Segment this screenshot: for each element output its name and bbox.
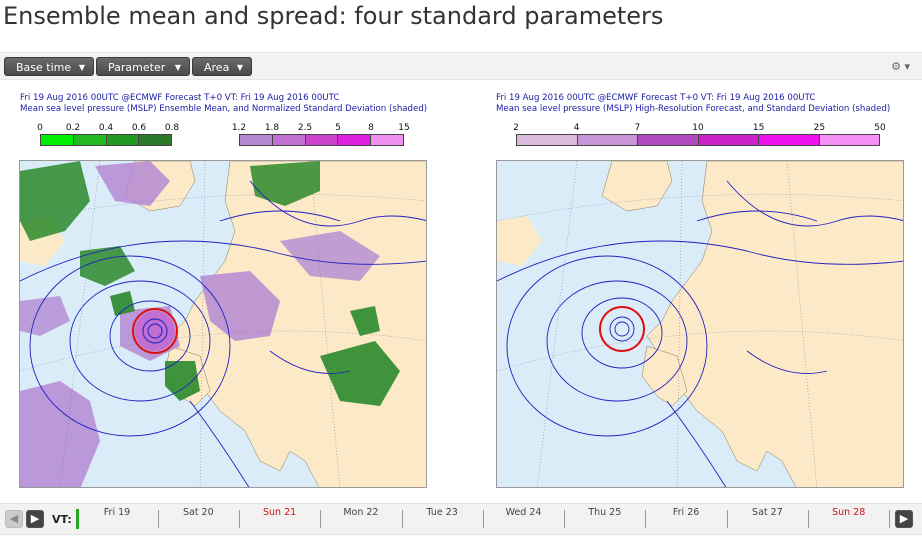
- timeline-day-label[interactable]: Thu 25: [588, 507, 622, 518]
- legend-swatch: [240, 135, 273, 145]
- green-legend-bar: [40, 134, 172, 146]
- legend-swatch: [272, 135, 306, 145]
- chevron-left-icon[interactable]: ◀: [5, 510, 23, 528]
- timeline-day-label[interactable]: Wed 24: [505, 507, 542, 518]
- timeline-day-label[interactable]: Sat 20: [182, 507, 214, 518]
- legend-swatch: [517, 135, 578, 145]
- hres-forecast-panel: Fri 19 Aug 2016 00UTC @ECMWF Forecast T+…: [476, 80, 922, 500]
- hres-legend-bar: [516, 134, 880, 146]
- legend-tick-label: 2.5: [297, 123, 313, 133]
- legend-swatch: [106, 135, 140, 145]
- panel-header-line1: Fri 19 Aug 2016 00UTC @ECMWF Forecast T+…: [20, 93, 340, 103]
- legend-swatch: [305, 135, 339, 145]
- caret-down-icon: ▼: [78, 63, 85, 72]
- ensemble-mean-panel: Fri 19 Aug 2016 00UTC @ECMWF Forecast T+…: [0, 80, 455, 500]
- timeline-tick: [320, 510, 322, 528]
- hres-legend-labels: 2 4 7 10 15 25 50: [513, 123, 886, 133]
- legend-tick-label: 1.8: [264, 123, 280, 133]
- legend-tick-label: 25: [813, 123, 826, 133]
- legend-swatch: [759, 135, 820, 145]
- timeline-tick: [157, 510, 159, 528]
- legend-swatch: [638, 135, 699, 145]
- legend-swatch: [338, 135, 372, 145]
- legend-tick-label: 0.8: [164, 123, 180, 133]
- timeline-tick: [482, 510, 484, 528]
- timeline-tick: [889, 510, 891, 528]
- legend-swatch: [73, 135, 107, 145]
- legend-tick-label: 1.2: [231, 123, 247, 133]
- legend-tick-label: 2: [513, 123, 519, 133]
- timeline-day-label[interactable]: Fri 26: [672, 507, 700, 518]
- timeline-day-label[interactable]: Tue 23: [426, 507, 458, 518]
- area-dropdown[interactable]: Area ▼: [192, 57, 252, 76]
- legend-swatch: [371, 135, 403, 145]
- legend-tick-label: 0.4: [98, 123, 114, 133]
- timeline-day-label[interactable]: Mon 22: [343, 507, 379, 518]
- legend-swatch: [577, 135, 638, 145]
- timeline-tick: [808, 510, 810, 528]
- legend-tick-label: 0.6: [131, 123, 147, 133]
- hres-forecast-map[interactable]: [496, 160, 904, 488]
- legend-swatch: [41, 135, 74, 145]
- legend-swatch: [819, 135, 879, 145]
- legend-swatch: [698, 135, 759, 145]
- play-icon[interactable]: ▶: [895, 510, 913, 528]
- panel-header-line2: Mean sea level pressure (MSLP) High-Reso…: [496, 104, 891, 114]
- parameter-dropdown[interactable]: Parameter ▼: [96, 57, 190, 76]
- caret-down-icon: ▼: [236, 63, 243, 72]
- current-time-marker[interactable]: [76, 509, 79, 529]
- ensemble-mean-map[interactable]: [19, 160, 427, 488]
- page-title: Ensemble mean and spread: four standard …: [3, 2, 664, 30]
- vt-label: VT:: [52, 513, 72, 526]
- timeline-tick: [401, 510, 403, 528]
- legend-tick-label: 0: [37, 123, 43, 133]
- legend-tick-label: 7: [634, 123, 641, 133]
- base-time-label: Base time: [16, 61, 72, 74]
- legend-tick-label: 50: [874, 123, 886, 133]
- timeline-tick: [726, 510, 728, 528]
- timeline-day-label[interactable]: Sun 21: [263, 507, 297, 518]
- legend-tick-label: 4: [573, 123, 580, 133]
- timeline-tick: [645, 510, 647, 528]
- parameter-label: Parameter: [108, 61, 166, 74]
- legend-tick-label: 15: [752, 123, 765, 133]
- legend-swatch: [139, 135, 171, 145]
- purple-legend-labels: 1.2 1.8 2.5 5 8 15: [232, 123, 410, 133]
- timeline-day-label[interactable]: Sun 28: [832, 507, 866, 518]
- timeline-tick: [238, 510, 240, 528]
- valid-time-timeline: ◀ ▶ VT: Fri 19 Sat 20 Sun 21 Mon 22 Tue 23 We…: [0, 503, 922, 535]
- timeline-day-label[interactable]: Fri 19: [103, 507, 131, 518]
- toolbar: Base time ▼ Parameter ▼ Area ▼ ⚙ ▾: [0, 52, 922, 80]
- gear-icon[interactable]: ⚙ ▾: [891, 60, 910, 73]
- base-time-dropdown[interactable]: Base time ▼: [4, 57, 94, 76]
- panel-header-line2: Mean sea level pressure (MSLP) Ensemble …: [20, 104, 428, 114]
- caret-down-icon: ▼: [174, 63, 181, 72]
- area-label: Area: [204, 61, 230, 74]
- legend-tick-label: 8: [368, 123, 374, 133]
- legend-tick-label: 0.2: [65, 123, 81, 133]
- timeline-day-label[interactable]: Sat 27: [752, 507, 783, 518]
- timeline-tick: [564, 510, 566, 528]
- legend-tick-label: 5: [335, 123, 341, 133]
- green-legend-labels: 0 0.2 0.4 0.6 0.8: [37, 123, 179, 133]
- legend-tick-label: 15: [398, 123, 410, 133]
- chevron-right-icon[interactable]: ▶: [26, 510, 44, 528]
- legend-tick-label: 10: [692, 123, 704, 133]
- purple-legend-bar: [239, 134, 404, 146]
- panel-header-line1: Fri 19 Aug 2016 00UTC @ECMWF Forecast T+…: [496, 93, 816, 103]
